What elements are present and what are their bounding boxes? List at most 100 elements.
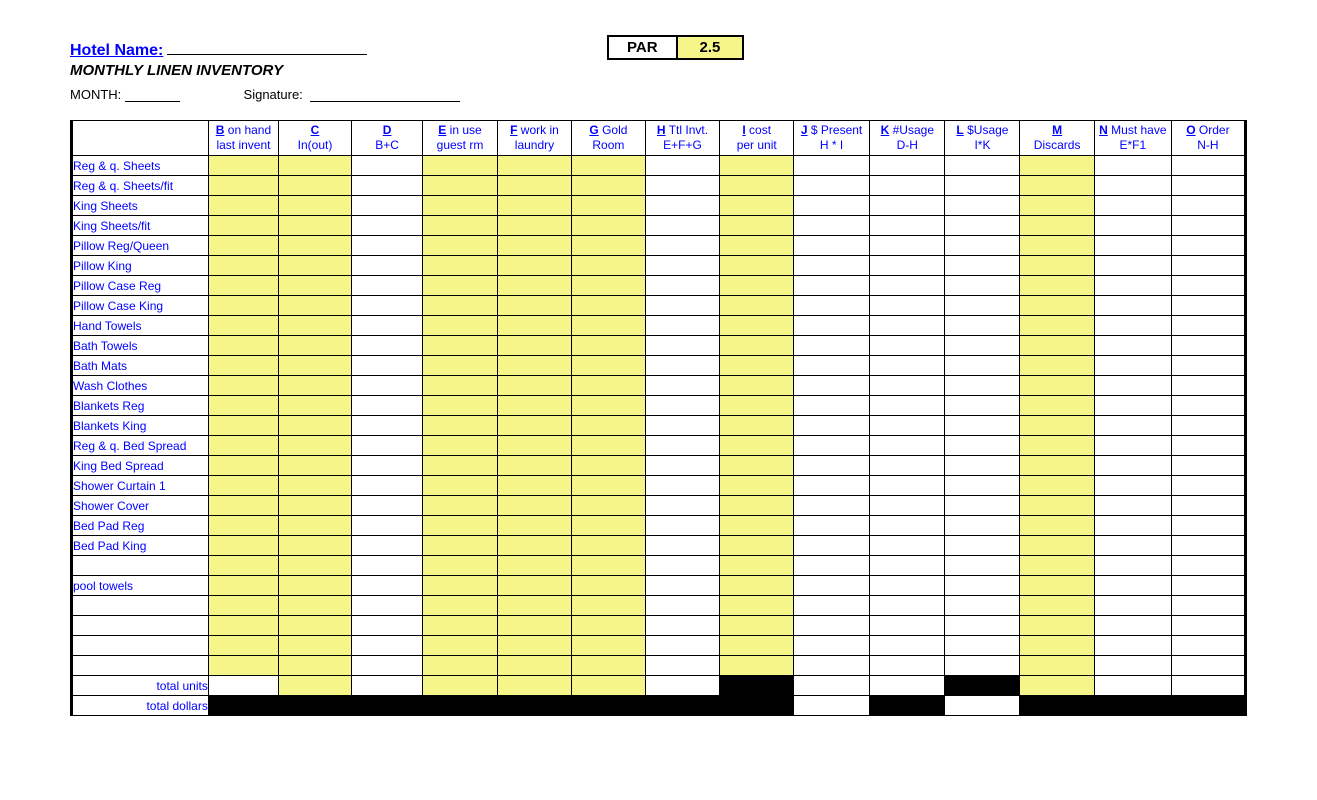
cell[interactable] xyxy=(645,356,720,376)
cell[interactable] xyxy=(497,416,572,436)
cell[interactable] xyxy=(720,436,794,456)
total-units-cell[interactable] xyxy=(423,676,497,696)
cell[interactable] xyxy=(1020,476,1094,496)
cell[interactable] xyxy=(423,316,497,336)
cell[interactable] xyxy=(720,536,794,556)
cell[interactable] xyxy=(793,476,869,496)
cell[interactable] xyxy=(423,496,497,516)
cell[interactable] xyxy=(720,316,794,336)
cell[interactable] xyxy=(1171,496,1245,516)
cell[interactable] xyxy=(870,236,945,256)
cell[interactable] xyxy=(645,496,720,516)
cell[interactable] xyxy=(870,176,945,196)
cell[interactable] xyxy=(351,336,422,356)
cell[interactable] xyxy=(497,336,572,356)
cell[interactable] xyxy=(208,496,278,516)
cell[interactable] xyxy=(351,196,422,216)
cell[interactable] xyxy=(870,156,945,176)
cell[interactable] xyxy=(645,316,720,336)
total-units-cell[interactable] xyxy=(1094,676,1171,696)
cell[interactable] xyxy=(945,356,1020,376)
cell[interactable] xyxy=(645,256,720,276)
cell[interactable] xyxy=(208,556,278,576)
cell[interactable] xyxy=(645,476,720,496)
cell[interactable] xyxy=(572,236,645,256)
cell[interactable] xyxy=(351,436,422,456)
cell[interactable] xyxy=(1094,176,1171,196)
cell[interactable] xyxy=(351,356,422,376)
cell[interactable] xyxy=(351,476,422,496)
cell[interactable] xyxy=(793,356,869,376)
cell[interactable] xyxy=(793,556,869,576)
cell[interactable] xyxy=(793,196,869,216)
cell[interactable] xyxy=(279,576,352,596)
cell[interactable] xyxy=(1171,536,1245,556)
total-units-cell[interactable] xyxy=(1020,676,1094,696)
cell[interactable] xyxy=(1020,376,1094,396)
cell[interactable] xyxy=(870,656,945,676)
cell[interactable] xyxy=(645,336,720,356)
cell[interactable] xyxy=(945,596,1020,616)
cell[interactable] xyxy=(1094,416,1171,436)
cell[interactable] xyxy=(351,456,422,476)
cell[interactable] xyxy=(423,516,497,536)
cell[interactable] xyxy=(870,216,945,236)
cell[interactable] xyxy=(793,436,869,456)
cell[interactable] xyxy=(645,196,720,216)
cell[interactable] xyxy=(572,616,645,636)
cell[interactable] xyxy=(870,536,945,556)
cell[interactable] xyxy=(1171,636,1245,656)
cell[interactable] xyxy=(720,296,794,316)
cell[interactable] xyxy=(279,596,352,616)
cell[interactable] xyxy=(208,376,278,396)
cell[interactable] xyxy=(351,296,422,316)
cell[interactable] xyxy=(1020,336,1094,356)
cell[interactable] xyxy=(793,296,869,316)
cell[interactable] xyxy=(1020,416,1094,436)
cell[interactable] xyxy=(351,656,422,676)
cell[interactable] xyxy=(1020,296,1094,316)
cell[interactable] xyxy=(1094,316,1171,336)
cell[interactable] xyxy=(208,576,278,596)
cell[interactable] xyxy=(1020,556,1094,576)
cell[interactable] xyxy=(945,496,1020,516)
total-dollars-cell[interactable] xyxy=(793,696,869,716)
total-dollars-cell[interactable] xyxy=(945,696,1020,716)
cell[interactable] xyxy=(945,336,1020,356)
cell[interactable] xyxy=(1094,236,1171,256)
cell[interactable] xyxy=(351,376,422,396)
cell[interactable] xyxy=(1094,616,1171,636)
cell[interactable] xyxy=(1171,296,1245,316)
cell[interactable] xyxy=(572,416,645,436)
cell[interactable] xyxy=(945,396,1020,416)
cell[interactable] xyxy=(1094,336,1171,356)
cell[interactable] xyxy=(279,396,352,416)
cell[interactable] xyxy=(720,476,794,496)
cell[interactable] xyxy=(945,276,1020,296)
cell[interactable] xyxy=(793,316,869,336)
cell[interactable] xyxy=(945,376,1020,396)
total-units-cell[interactable] xyxy=(497,676,572,696)
cell[interactable] xyxy=(279,616,352,636)
cell[interactable] xyxy=(279,556,352,576)
cell[interactable] xyxy=(208,516,278,536)
cell[interactable] xyxy=(1020,616,1094,636)
cell[interactable] xyxy=(945,556,1020,576)
cell[interactable] xyxy=(423,476,497,496)
cell[interactable] xyxy=(351,396,422,416)
cell[interactable] xyxy=(572,316,645,336)
cell[interactable] xyxy=(1171,256,1245,276)
cell[interactable] xyxy=(208,436,278,456)
cell[interactable] xyxy=(945,616,1020,636)
cell[interactable] xyxy=(208,236,278,256)
cell[interactable] xyxy=(945,216,1020,236)
cell[interactable] xyxy=(208,476,278,496)
cell[interactable] xyxy=(572,656,645,676)
cell[interactable] xyxy=(1020,656,1094,676)
cell[interactable] xyxy=(497,216,572,236)
cell[interactable] xyxy=(1171,396,1245,416)
cell[interactable] xyxy=(1094,276,1171,296)
cell[interactable] xyxy=(279,656,352,676)
cell[interactable] xyxy=(351,636,422,656)
cell[interactable] xyxy=(1020,576,1094,596)
